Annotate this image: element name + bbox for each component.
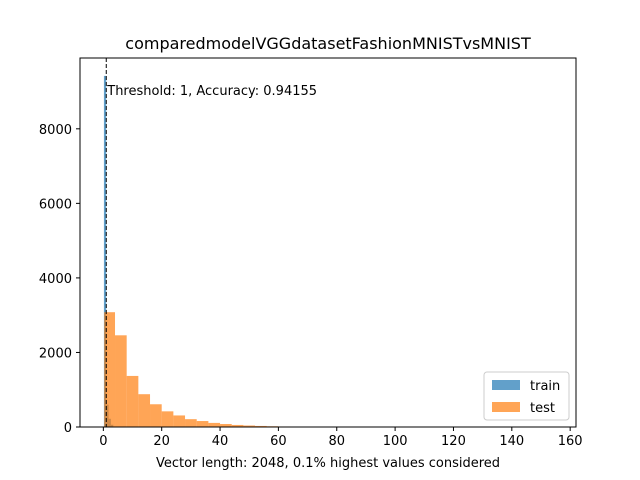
x-tick-label: 140 — [499, 434, 524, 449]
plot-frame — [79, 57, 577, 428]
test-bar-0 — [104, 312, 116, 427]
test-bar-2 — [126, 375, 139, 427]
legend-swatch-test — [492, 402, 520, 412]
test-bar-13 — [255, 425, 267, 427]
test-bar-8 — [196, 421, 209, 427]
x-tick-label: 40 — [212, 434, 229, 449]
test-bar-7 — [185, 419, 197, 427]
test-bar-1 — [115, 335, 127, 427]
y-tick-label: 0 — [64, 421, 72, 436]
test-bar-9 — [208, 422, 221, 427]
x-axis-label: Vector length: 2048, 0.1% highest values… — [156, 456, 500, 471]
y-axis: 0 2000 4000 6000 8000 — [39, 123, 80, 436]
y-tick-label: 6000 — [39, 197, 72, 212]
legend: train test — [483, 371, 570, 421]
y-tick-label: 4000 — [39, 272, 72, 287]
test-bar-3 — [138, 394, 151, 427]
y-tick-label: 2000 — [39, 346, 72, 361]
test-bar-12 — [243, 425, 256, 427]
test-bar-6 — [173, 415, 186, 427]
x-tick-label: 80 — [328, 434, 345, 449]
legend-label-test: test — [530, 401, 555, 416]
x-tick-label: 60 — [270, 434, 287, 449]
x-tick-label: 0 — [99, 434, 107, 449]
legend-swatch-train — [492, 380, 520, 390]
chart-title: comparedmodelVGGdatasetFashionMNISTvsMNI… — [125, 34, 531, 53]
x-tick-label: 120 — [441, 434, 466, 449]
test-bar-11 — [231, 424, 244, 427]
threshold-annotation: Threshold: 1, Accuracy: 0.94155 — [106, 84, 317, 99]
y-tick-label: 8000 — [39, 123, 72, 138]
x-tick-label: 20 — [153, 434, 170, 449]
x-tick-label: 160 — [558, 434, 583, 449]
legend-label-train: train — [530, 379, 560, 394]
train-bar-0 — [103, 75, 107, 428]
x-tick-label: 100 — [383, 434, 408, 449]
test-bar-10 — [220, 424, 232, 427]
x-axis: 0 20 40 60 80 100 120 140 160 — [99, 427, 583, 449]
test-bar-5 — [161, 411, 174, 427]
test-bar-4 — [150, 404, 162, 427]
